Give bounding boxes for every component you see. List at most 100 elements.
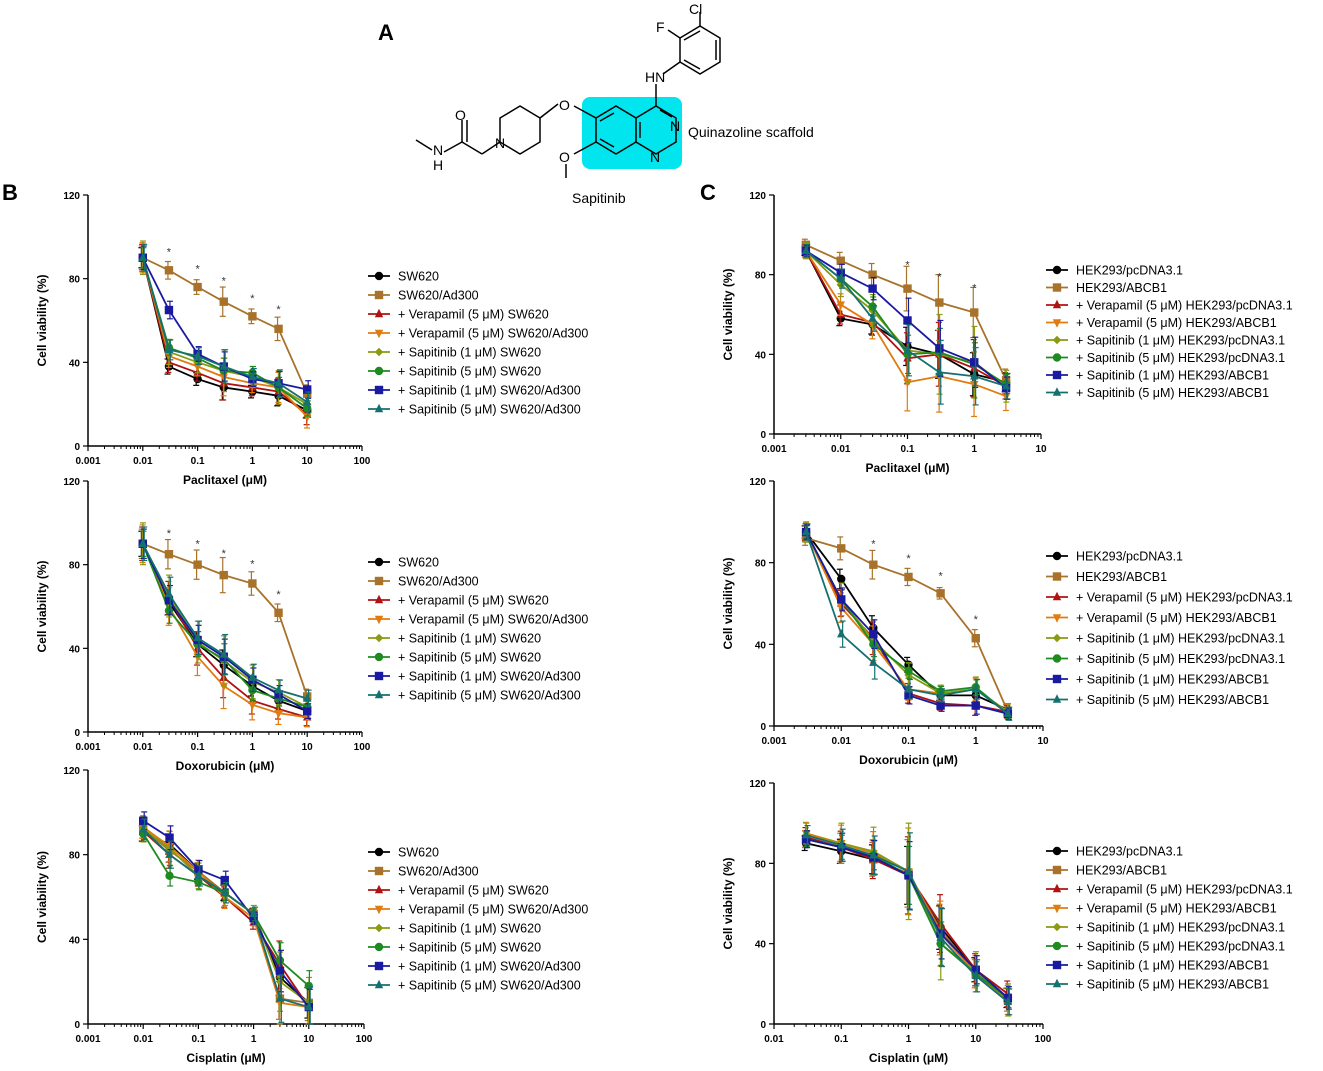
legend-marker [1052,299,1062,309]
legend-marker [1052,319,1062,328]
y-tick-label: 120 [749,779,766,790]
legend-label: + Sapitinib (1 μM) HEK293/ABCB1 [1076,959,1269,973]
data-point [249,908,258,918]
chart-4: 0 40 80 120 0.001 0.01 0.1 1 10 Paclitaxel (μM) Ce… [721,191,1293,475]
data-point [139,824,148,833]
legend-label: + Sapitinib (1 μM) SW620/Ad300 [398,670,581,684]
legend-marker [1052,960,1062,970]
data-point [904,684,913,693]
x-axis-label: Cisplatin (μM) [869,1051,948,1065]
x-tick-label: 0.1 [191,1034,205,1045]
data-point [868,302,877,311]
series-8 [138,526,312,708]
legend-marker [374,271,384,281]
legend-label: + Verapamil (5 μM) SW620 [398,308,549,322]
data-point [869,560,878,569]
data-point [274,684,283,694]
data-point [935,367,944,376]
y-tick-label: 80 [69,561,81,572]
data-point [275,966,285,976]
legend-label: + Sapitinib (5 μM) HEK293/pcDNA3.1 [1076,652,1285,666]
legend-marker [374,923,384,933]
significance-star: * [276,304,281,316]
significance-star: * [250,293,255,305]
data-point [249,913,258,923]
y-tick-label: 80 [755,271,767,282]
legend: SW620 SW620/Ad300 + Verapamil (5 μM) SW620… [368,846,588,993]
atom-o-methoxy: O [559,149,570,165]
x-tick-label: 0.1 [191,456,205,467]
x-axis-label: Doxorubicin (μM) [859,753,958,767]
data-point [904,572,913,582]
legend-marker [1052,654,1062,663]
series-1 [138,825,313,1019]
data-point [836,268,845,277]
legend-label: SW620/Ad300 [398,289,479,303]
data-point [970,308,979,317]
y-tick-label: 120 [749,477,766,488]
x-tick-label: 0.1 [834,1034,848,1045]
y-tick-label: 40 [755,640,767,651]
x-tick-label: 1 [250,742,256,753]
data-point [248,579,257,588]
data-point [836,256,845,265]
legend-marker [1052,941,1062,951]
data-point [903,379,912,388]
data-point [971,965,980,974]
legend-label: + Sapitinib (5 μM) HEK293/pcDNA3.1 [1076,351,1285,365]
legend-marker [1052,335,1062,345]
y-tick-label: 80 [755,859,767,870]
legend-label: + Verapamil (5 μM) HEK293/ABCB1 [1076,611,1277,625]
legend-label: + Verapamil (5 μM) HEK293/pcDNA3.1 [1076,299,1293,313]
legend-label: + Sapitinib (5 μM) HEK293/ABCB1 [1076,693,1269,707]
data-point [935,298,944,307]
legend-label: + Sapitinib (1 μM) HEK293/ABCB1 [1076,673,1269,687]
legend-marker [1052,614,1062,623]
data-point [248,371,257,381]
data-point [836,273,845,282]
y-tick-label: 80 [69,851,81,862]
y-tick-label: 120 [63,191,80,202]
data-point [275,977,285,986]
series-8 [801,523,1013,721]
x-tick-label: 10 [1037,736,1049,747]
data-point [138,538,147,547]
legend-marker [1052,551,1062,561]
x-tick-label: 0.001 [75,1034,100,1045]
x-tick-label: 0.01 [764,1034,784,1045]
data-point [164,305,174,315]
legend-label: + Verapamil (5 μM) SW620 [398,594,549,608]
atom-n3: N [670,118,680,134]
data-point [801,830,811,839]
x-tick-label: 1 [906,1034,912,1045]
x-tick-label: 10 [302,742,314,753]
legend-label: + Sapitinib (1 μM) SW620 [398,922,541,936]
legend-label: + Sapitinib (1 μM) HEK293/pcDNA3.1 [1076,921,1285,935]
legend-label: HEK293/ABCB1 [1076,570,1167,584]
atom-cl: Cl [689,1,702,17]
data-point [304,1001,313,1011]
legend-label: HEK293/pcDNA3.1 [1076,845,1183,859]
x-tick-label: 0.001 [75,456,100,467]
legend-label: + Sapitinib (5 μM) SW620 [398,941,541,955]
y-tick-label: 0 [760,430,766,441]
data-point [868,313,877,322]
x-tick-label: 1 [250,456,256,467]
x-tick-label: 10 [970,1034,982,1045]
chart-1: 0 40 80 120 0.001 0.01 0.1 1 10 100 Paclitaxel (μM… [35,191,588,487]
data-point [248,672,257,681]
legend: HEK293/pcDNA3.1 HEK293/ABCB1 + Verapamil (… [1046,550,1293,707]
legend-label: + Verapamil (5 μM) HEK293/pcDNA3.1 [1076,591,1293,605]
data-point [801,245,811,254]
data-point [164,344,174,353]
legend-marker [1052,572,1062,581]
legend-label: + Sapitinib (5 μM) SW620 [398,651,541,665]
legend: HEK293/pcDNA3.1 HEK293/ABCB1 + Verapamil (… [1046,264,1293,400]
x-tick-label: 0.01 [831,444,851,455]
legend-label: + Sapitinib (5 μM) HEK293/ABCB1 [1076,386,1269,400]
data-point [971,701,980,710]
data-point [971,970,980,979]
y-tick-label: 0 [760,1020,766,1031]
legend-marker [374,385,384,395]
